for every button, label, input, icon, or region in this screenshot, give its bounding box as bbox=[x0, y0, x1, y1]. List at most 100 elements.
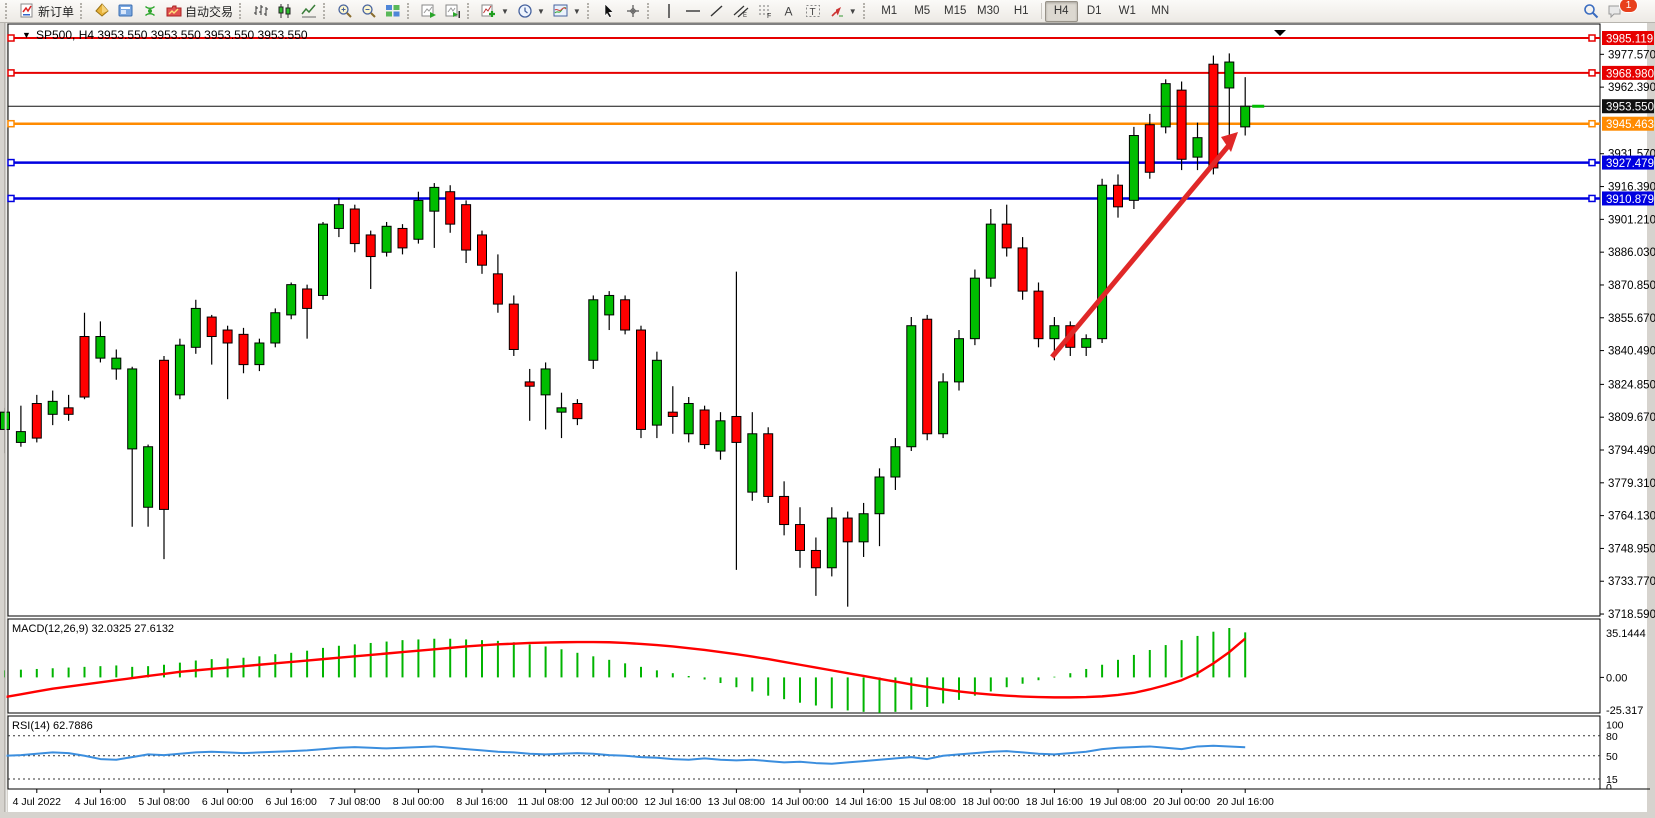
candle bbox=[1081, 334, 1092, 356]
candle bbox=[938, 373, 949, 439]
candle bbox=[1001, 204, 1012, 257]
notifications-button[interactable]: 1 bbox=[1603, 0, 1649, 22]
templates-button[interactable]: ▼ bbox=[549, 1, 585, 22]
line-handle[interactable] bbox=[7, 158, 15, 167]
chart-bars-button[interactable] bbox=[249, 1, 273, 22]
candle bbox=[95, 321, 106, 363]
svg-text:3910.879: 3910.879 bbox=[1606, 194, 1654, 206]
candle bbox=[318, 221, 328, 300]
svg-text:100: 100 bbox=[1606, 720, 1624, 732]
svg-text:3916.390: 3916.390 bbox=[1608, 182, 1655, 194]
trend-arrow[interactable] bbox=[1050, 132, 1238, 359]
chart-shift-button[interactable] bbox=[441, 1, 465, 22]
svg-text:14 Jul 00:00: 14 Jul 00:00 bbox=[771, 796, 828, 808]
new-order-button[interactable]: 新订单 bbox=[15, 1, 78, 22]
candle bbox=[190, 299, 201, 354]
timeframe-h1-button[interactable]: H1 bbox=[1013, 5, 1029, 17]
svg-text:15: 15 bbox=[1606, 774, 1618, 786]
cursor-button[interactable] bbox=[597, 1, 621, 22]
candle bbox=[159, 355, 169, 560]
candle bbox=[492, 254, 503, 313]
candle bbox=[222, 325, 233, 400]
zoom-in-icon bbox=[338, 4, 352, 18]
timeframe-m15-button[interactable]: M15 bbox=[944, 5, 967, 17]
candle bbox=[810, 537, 821, 596]
candle bbox=[747, 412, 758, 501]
market-watch-button[interactable] bbox=[90, 1, 114, 22]
timeframe-w1-button[interactable]: W1 bbox=[1118, 5, 1136, 17]
line-handle[interactable] bbox=[7, 194, 15, 203]
svg-text:-25.317: -25.317 bbox=[1606, 705, 1643, 717]
candle bbox=[969, 269, 980, 346]
periods-icon bbox=[518, 4, 532, 18]
svg-text:18 Jul 00:00: 18 Jul 00:00 bbox=[962, 796, 1019, 808]
chart-candles-button[interactable] bbox=[273, 1, 297, 22]
line-handle[interactable] bbox=[1588, 34, 1596, 42]
vertical-line-button[interactable] bbox=[657, 1, 681, 22]
zoom-out-button[interactable] bbox=[357, 1, 381, 22]
svg-text:F: F bbox=[767, 13, 771, 19]
trendline-icon bbox=[710, 5, 723, 17]
signals-button[interactable] bbox=[138, 1, 162, 22]
trendline-button[interactable] bbox=[705, 1, 729, 22]
shapes-button[interactable]: ▼ bbox=[825, 1, 861, 22]
candle bbox=[143, 444, 154, 527]
zoom-in-button[interactable] bbox=[333, 1, 357, 22]
candle bbox=[31, 394, 42, 443]
chart-shift-marker[interactable] bbox=[1274, 30, 1286, 36]
candle bbox=[445, 185, 456, 233]
chevron-down-icon[interactable]: ▼ bbox=[501, 6, 509, 16]
timeframe-m5-button[interactable]: M5 bbox=[914, 5, 931, 17]
candles-layer bbox=[0, 53, 1251, 607]
shapes-icon bbox=[831, 7, 843, 17]
auto-scroll-button[interactable] bbox=[417, 1, 441, 22]
candle bbox=[540, 362, 551, 430]
navigator-button[interactable] bbox=[114, 1, 138, 22]
line-handle[interactable] bbox=[1588, 158, 1596, 167]
channel-button[interactable]: E bbox=[729, 1, 753, 22]
svg-text:3840.490: 3840.490 bbox=[1608, 346, 1655, 358]
line-handle[interactable] bbox=[1588, 194, 1596, 203]
svg-text:80: 80 bbox=[1606, 731, 1618, 743]
line-handle[interactable] bbox=[1588, 69, 1596, 77]
candle bbox=[588, 295, 599, 369]
crosshair-button[interactable] bbox=[621, 1, 645, 22]
timeframe-m30-button[interactable]: M30 bbox=[977, 5, 1000, 17]
autotrading-button[interactable]: 自动交易 bbox=[162, 1, 237, 22]
svg-text:3855.670: 3855.670 bbox=[1608, 313, 1655, 325]
chevron-down-icon[interactable]: ▼ bbox=[536, 6, 545, 16]
timeframe-m1-button[interactable]: M1 bbox=[881, 5, 898, 17]
toolbar-group-grip bbox=[467, 3, 474, 19]
tile-windows-button[interactable] bbox=[381, 1, 405, 22]
svg-text:0.00: 0.00 bbox=[1606, 672, 1627, 684]
text-button[interactable]: A bbox=[777, 1, 801, 22]
candle bbox=[413, 191, 424, 244]
toolbar-button-label: 新订单 bbox=[38, 4, 75, 19]
timeframe-mn-button[interactable]: MN bbox=[1151, 5, 1170, 17]
chart-line-button[interactable] bbox=[297, 1, 321, 22]
chart-area[interactable]: ▼ SP500, H4 3953.550 3953.550 3953.550 39… bbox=[0, 23, 1655, 818]
periods-button[interactable]: ▼ bbox=[513, 1, 549, 22]
search-button[interactable] bbox=[1579, 1, 1603, 22]
fibonacci-button[interactable]: F bbox=[753, 1, 777, 22]
candle bbox=[1192, 122, 1203, 171]
price-axis[interactable]: 3977.5703962.3903931.5703916.3903901.210… bbox=[1600, 31, 1655, 621]
text-label-button[interactable]: T bbox=[801, 1, 825, 22]
svg-text:18 Jul 16:00: 18 Jul 16:00 bbox=[1026, 796, 1083, 808]
line-handle[interactable] bbox=[7, 69, 15, 77]
svg-text:3953.550: 3953.550 bbox=[1606, 102, 1654, 114]
timeframe-h4-button[interactable]: H4 bbox=[1044, 0, 1078, 22]
horizontal-line-button[interactable] bbox=[681, 1, 705, 22]
svg-text:5 Jul 08:00: 5 Jul 08:00 bbox=[138, 796, 190, 808]
level-lines-layer bbox=[7, 34, 1600, 203]
candle bbox=[111, 349, 122, 380]
line-handle[interactable] bbox=[7, 119, 15, 128]
chevron-down-icon[interactable]: ▼ bbox=[848, 6, 857, 16]
line-handle[interactable] bbox=[7, 34, 15, 42]
indicators-button[interactable]: ▼ bbox=[477, 1, 513, 22]
timeframe-d1-button[interactable]: D1 bbox=[1086, 5, 1102, 17]
chart-shift-icon bbox=[445, 4, 461, 18]
line-handle[interactable] bbox=[1588, 119, 1596, 128]
time-axis[interactable]: 4 Jul 2022 4 Jul 16:00 5 Jul 08:00 6 Jul 00… bbox=[8, 788, 1650, 812]
chevron-down-icon[interactable]: ▼ bbox=[572, 6, 581, 16]
